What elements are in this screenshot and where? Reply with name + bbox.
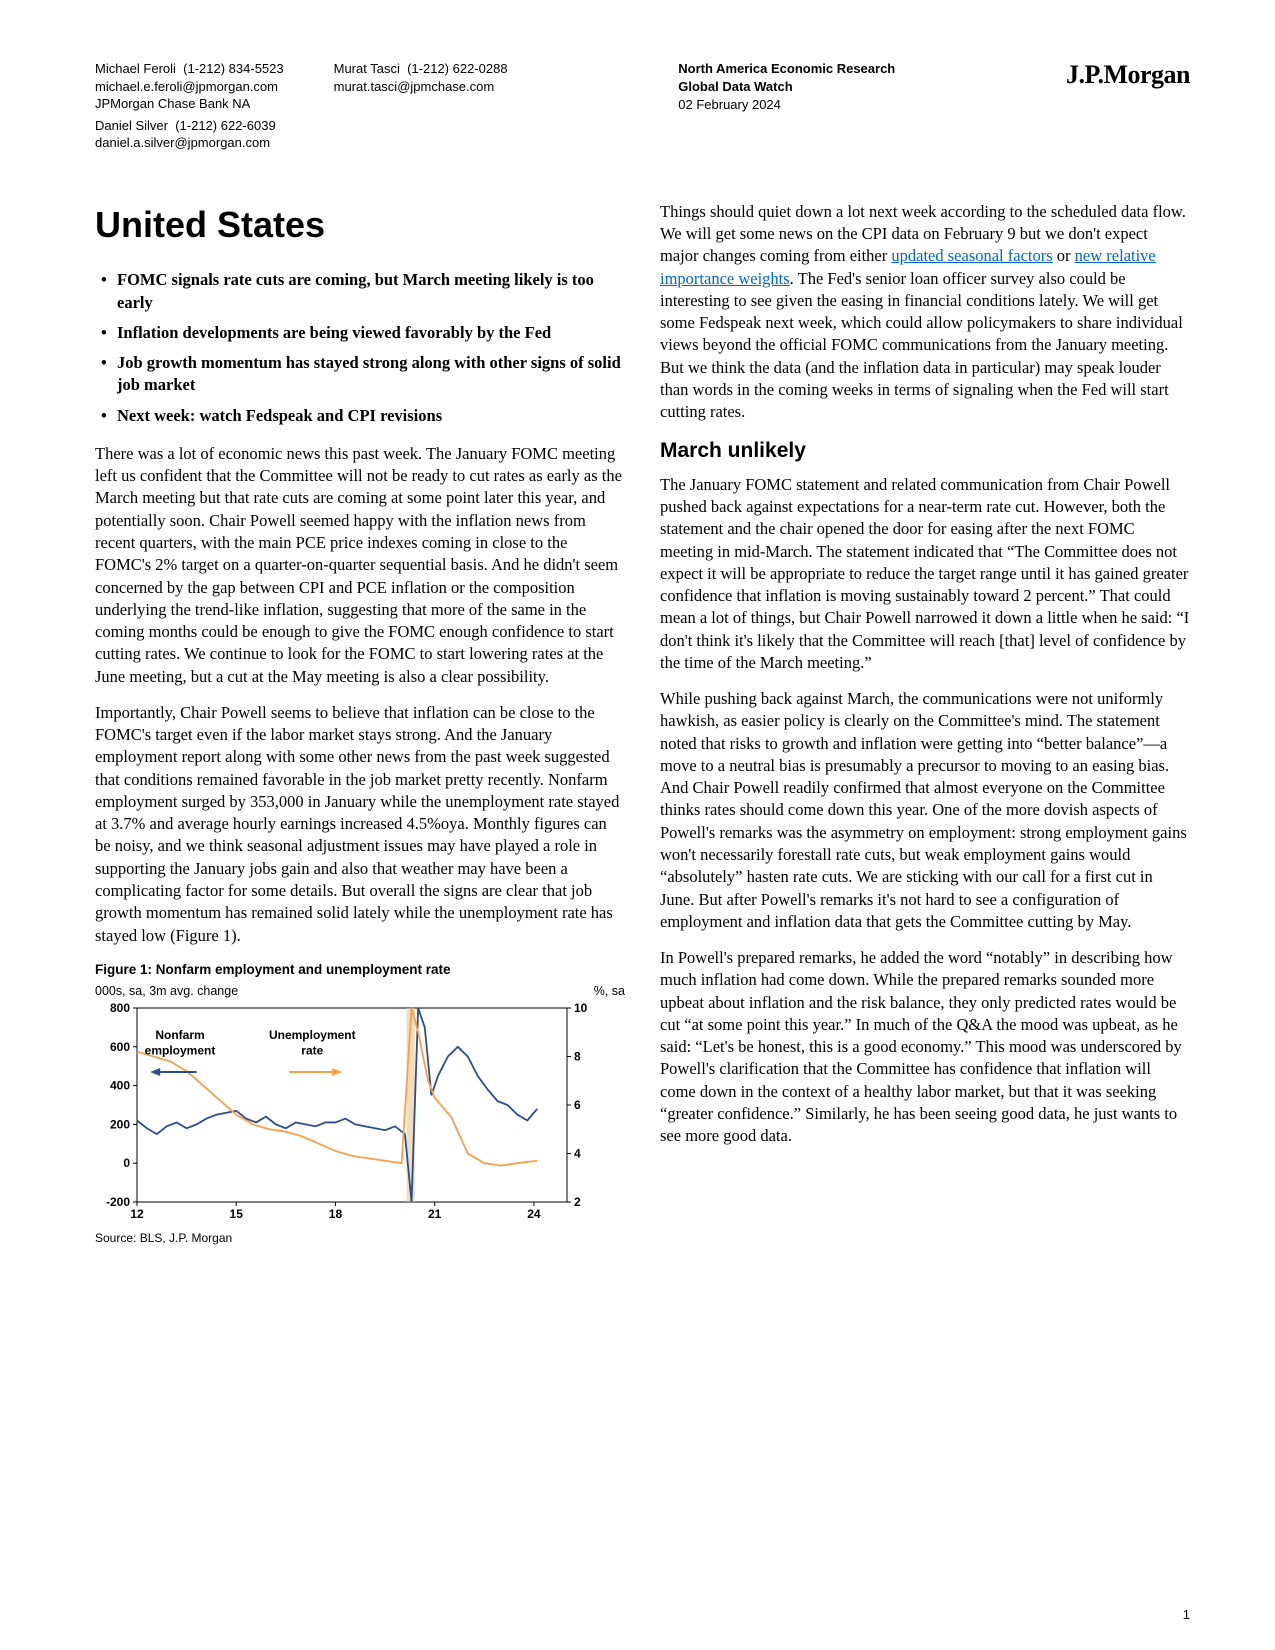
- contact-name: Murat Tasci: [334, 61, 400, 76]
- svg-text:4: 4: [574, 1146, 581, 1160]
- left-column: United States FOMC signals rate cuts are…: [95, 201, 625, 1247]
- svg-text:12: 12: [130, 1207, 144, 1221]
- link-seasonal-factors[interactable]: updated seasonal factors: [891, 246, 1052, 265]
- figure-source: Source: BLS, J.P. Morgan: [95, 1230, 625, 1246]
- svg-text:200: 200: [110, 1117, 130, 1131]
- jpmorgan-logo: J.P.Morgan: [1066, 60, 1190, 90]
- figure-right-axis-label: %, sa: [594, 983, 625, 1000]
- body-paragraph: The January FOMC statement and related c…: [660, 474, 1190, 674]
- body-paragraph: Things should quiet down a lot next week…: [660, 201, 1190, 424]
- section-heading: March unlikely: [660, 437, 1190, 465]
- figure-1: Figure 1: Nonfarm employment and unemplo…: [95, 961, 625, 1247]
- contact-block-1: Michael Feroli (1-212) 834-5523 michael.…: [95, 60, 284, 156]
- contact-phone: (1-212) 622-0288: [407, 61, 507, 76]
- svg-text:800: 800: [110, 1002, 130, 1015]
- right-column: Things should quiet down a lot next week…: [660, 201, 1190, 1247]
- pub-line2: Global Data Watch: [678, 78, 895, 96]
- svg-text:18: 18: [329, 1207, 343, 1221]
- svg-text:10: 10: [574, 1002, 588, 1015]
- svg-text:rate: rate: [301, 1043, 323, 1057]
- contact-email: michael.e.feroli@jpmorgan.com: [95, 78, 284, 96]
- contact-name: Daniel Silver: [95, 118, 168, 133]
- svg-text:21: 21: [428, 1207, 442, 1221]
- figure-title: Figure 1: Nonfarm employment and unemplo…: [95, 961, 625, 979]
- contact-phone: (1-212) 622-6039: [175, 118, 275, 133]
- svg-text:24: 24: [527, 1207, 541, 1221]
- bullet-item: Next week: watch Fedspeak and CPI revisi…: [95, 405, 625, 427]
- body-paragraph: In Powell's prepared remarks, he added t…: [660, 947, 1190, 1147]
- bullet-item: FOMC signals rate cuts are coming, but M…: [95, 269, 625, 314]
- contact-org: JPMorgan Chase Bank NA: [95, 95, 284, 113]
- svg-text:400: 400: [110, 1078, 130, 1092]
- contact-email: murat.tasci@jpmchase.com: [334, 78, 508, 96]
- body-paragraph: Importantly, Chair Powell seems to belie…: [95, 702, 625, 947]
- bullet-item: Inflation developments are being viewed …: [95, 322, 625, 344]
- publication-info: North America Economic Research Global D…: [678, 60, 895, 115]
- svg-text:600: 600: [110, 1040, 130, 1054]
- svg-text:15: 15: [230, 1207, 244, 1221]
- page-number: 1: [1183, 1607, 1190, 1622]
- page-title: United States: [95, 201, 625, 250]
- svg-text:-200: -200: [106, 1195, 130, 1209]
- contact-name: Michael Feroli: [95, 61, 176, 76]
- svg-text:0: 0: [123, 1156, 130, 1170]
- contact-block-2: Murat Tasci (1-212) 622-0288 murat.tasci…: [334, 60, 508, 156]
- svg-text:Nonfarm: Nonfarm: [155, 1028, 204, 1042]
- contact-email: daniel.a.silver@jpmorgan.com: [95, 134, 284, 152]
- figure-left-axis-label: 000s, sa, 3m avg. change: [95, 983, 238, 1000]
- summary-bullets: FOMC signals rate cuts are coming, but M…: [95, 269, 625, 427]
- body-paragraph: While pushing back against March, the co…: [660, 688, 1190, 933]
- body-paragraph: There was a lot of economic news this pa…: [95, 443, 625, 688]
- pub-date: 02 February 2024: [678, 96, 895, 114]
- svg-text:employment: employment: [145, 1043, 216, 1057]
- svg-text:8: 8: [574, 1049, 581, 1063]
- bullet-item: Job growth momentum has stayed strong al…: [95, 352, 625, 397]
- figure-chart: 800 600 400 200 0 -200 10 8 6 4 2 12 15 18 21 24 Nonfarm…: [95, 1002, 605, 1222]
- pub-line1: North America Economic Research: [678, 60, 895, 78]
- contact-phone: (1-212) 834-5523: [183, 61, 283, 76]
- svg-text:Unemployment: Unemployment: [269, 1028, 356, 1042]
- svg-text:2: 2: [574, 1195, 581, 1209]
- header: Michael Feroli (1-212) 834-5523 michael.…: [95, 60, 1190, 156]
- svg-text:6: 6: [574, 1098, 581, 1112]
